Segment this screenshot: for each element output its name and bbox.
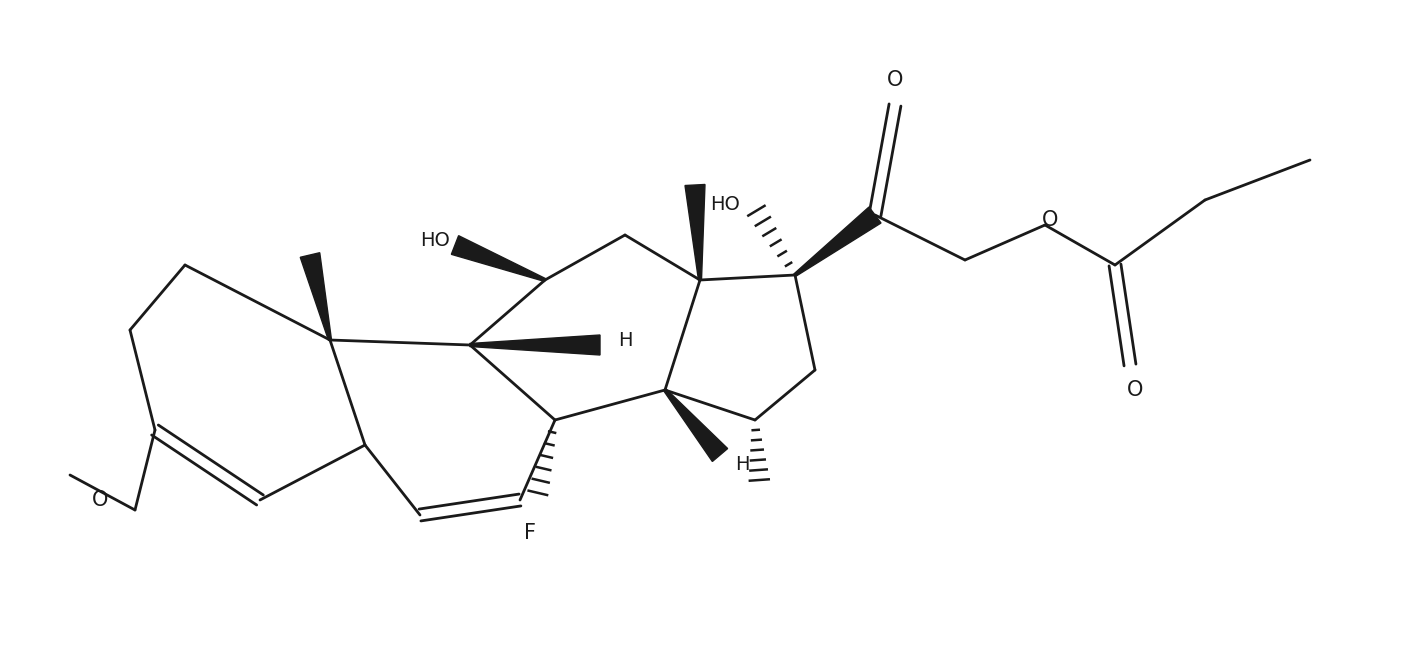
Text: HO: HO — [710, 196, 740, 214]
Text: O: O — [92, 490, 109, 510]
Text: H: H — [736, 456, 750, 474]
Text: O: O — [1127, 380, 1144, 400]
Text: H: H — [618, 331, 633, 349]
Polygon shape — [664, 389, 727, 462]
Polygon shape — [301, 253, 332, 340]
Polygon shape — [470, 335, 600, 355]
Polygon shape — [452, 236, 545, 282]
Text: HO: HO — [421, 230, 450, 249]
Text: O: O — [1042, 210, 1058, 230]
Polygon shape — [685, 185, 705, 280]
Text: O: O — [887, 70, 904, 90]
Polygon shape — [794, 207, 881, 276]
Text: F: F — [524, 523, 537, 543]
